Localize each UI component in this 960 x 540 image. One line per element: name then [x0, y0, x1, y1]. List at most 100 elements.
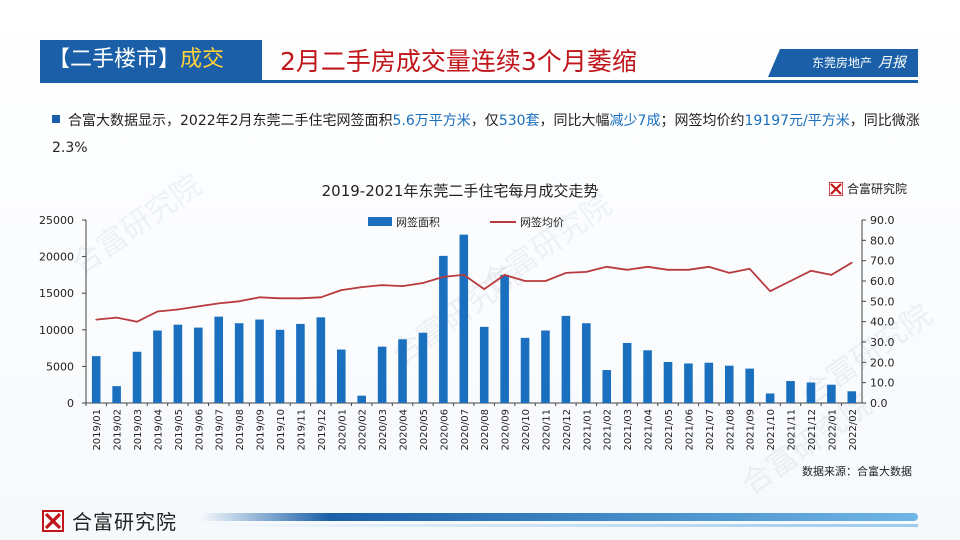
- price-point-2019-08: [238, 300, 240, 303]
- bar-2021-10: [765, 393, 775, 403]
- footer-decoration: [200, 513, 918, 521]
- bar-2021-09: [745, 368, 754, 403]
- price-point-2019-06: [197, 305, 200, 308]
- price-point-2020-04: [401, 285, 404, 287]
- chart-title: 2019-2021年东莞二手住宅每月成交走势: [322, 182, 599, 200]
- x-tick-label: 2020/01: [337, 409, 348, 451]
- price-point-2021-01: [585, 271, 588, 273]
- y-right-tick-label: 60.0: [870, 275, 895, 288]
- hefu-logo-icon: [42, 509, 64, 532]
- hefu-logo-icon: [829, 181, 843, 196]
- summary-value-units: 530套: [498, 113, 540, 129]
- x-tick-label: 2019/02: [113, 409, 124, 451]
- x-tick-label: 2021/10: [766, 409, 777, 451]
- y-right-tick-label: 10.0: [870, 377, 895, 390]
- chart-logo-text: 合富研究院: [847, 182, 908, 196]
- bar-2019-01: [91, 356, 101, 403]
- section-tag-label: 【二手楼市】: [48, 47, 181, 72]
- price-point-2020-12: [565, 272, 567, 274]
- bar-2019-10: [275, 329, 285, 403]
- bar-2020-07: [459, 234, 469, 403]
- x-tick-label: 2021/12: [807, 409, 818, 451]
- x-tick-label: 2021/08: [725, 409, 736, 451]
- price-point-2020-09: [503, 274, 506, 276]
- price-point-2019-05: [177, 308, 179, 311]
- bar-2020-11: [541, 330, 550, 403]
- price-point-2020-07: [462, 274, 465, 276]
- bar-2021-02: [602, 370, 612, 403]
- price-point-2020-06: [442, 276, 445, 278]
- price-point-2022-01: [830, 274, 833, 276]
- price-point-2019-12: [320, 296, 322, 299]
- legend-bar-label: 网签面积: [396, 215, 440, 229]
- bar-2022-02: [847, 391, 857, 403]
- summary-text-3: ，同比大幅: [539, 113, 610, 129]
- bar-2019-04: [153, 330, 162, 403]
- x-tick-label: 2021/03: [623, 409, 634, 451]
- footer-logo: 合富研究院: [42, 506, 177, 535]
- price-point-2021-05: [667, 269, 669, 271]
- price-point-2020-11: [544, 280, 547, 282]
- x-tick-label: 2019/04: [153, 409, 164, 451]
- summary-value-decline: 减少7成: [609, 113, 661, 129]
- x-tick-label: 2020/07: [460, 409, 471, 451]
- y-right-tick-label: 80.0: [870, 234, 895, 247]
- bar-2019-06: [194, 327, 203, 403]
- y-right-tick-label: 20.0: [870, 356, 895, 369]
- bar-2020-09: [500, 274, 509, 403]
- y-right-tick-label: 90.0: [870, 214, 895, 227]
- x-tick-label: 2022/02: [848, 409, 859, 451]
- summary-value-price: 19197元/平方米: [744, 113, 850, 129]
- x-tick-label: 2020/06: [439, 409, 450, 451]
- price-point-2020-02: [360, 286, 363, 288]
- x-tick-label: 2020/04: [399, 409, 410, 451]
- x-tick-label: 2021/04: [644, 409, 655, 451]
- x-tick-label: 2019/03: [133, 409, 144, 451]
- price-point-2019-07: [217, 302, 220, 305]
- summary-value-area: 5.6万平方米: [392, 113, 471, 129]
- bar-2020-02: [357, 395, 366, 403]
- bar-2019-09: [255, 319, 264, 403]
- price-line: [96, 261, 853, 323]
- price-point-2021-08: [728, 272, 731, 274]
- x-tick-label: 2019/07: [215, 409, 226, 451]
- data-source-note: 数据来源：合富大数据: [802, 464, 912, 478]
- bar-2021-08: [724, 365, 734, 403]
- footer-org-name: 合富研究院: [72, 510, 177, 534]
- bar-2021-03: [622, 342, 632, 403]
- y-left-tick-label: 5000: [46, 360, 74, 373]
- price-point-2021-12: [810, 270, 812, 272]
- bullet-square-icon: [52, 115, 60, 123]
- brand-script: 月报: [878, 55, 906, 71]
- legend-line-label: 网签均价: [520, 215, 564, 229]
- bar-2020-06: [439, 255, 448, 403]
- bar-2020-08: [479, 326, 489, 403]
- price-point-2019-10: [279, 297, 281, 300]
- x-tick-label: 2020/05: [419, 409, 430, 451]
- bar-2022-01: [827, 384, 836, 403]
- price-point-2019-11: [299, 297, 302, 300]
- y-right-tick-label: 0.0: [870, 397, 888, 410]
- bar-2019-12: [316, 317, 326, 403]
- y-right-tick-label: 50.0: [870, 295, 895, 308]
- bar-2020-01: [336, 349, 346, 403]
- slide-header: 【二手楼市】成交 2月二手房成交量连续3个月萎缩 东莞房地产 月报: [40, 40, 918, 83]
- x-tick-label: 2020/12: [562, 409, 573, 451]
- price-point-2021-09: [748, 268, 751, 270]
- x-tick-label: 2021/05: [664, 409, 675, 451]
- y-left-tick-label: 25000: [39, 214, 74, 227]
- y-right-tick-label: 40.0: [870, 316, 895, 329]
- bar-2019-05: [173, 324, 183, 403]
- bar-2021-12: [806, 382, 816, 403]
- bar-2019-02: [112, 386, 121, 403]
- price-point-2021-06: [687, 269, 690, 271]
- legend-bar-swatch: [368, 217, 392, 226]
- x-tick-label: 2019/01: [92, 409, 103, 451]
- bar-2020-10: [520, 337, 530, 403]
- brand-badge: 东莞房地产 月报: [768, 49, 918, 77]
- bar-2020-12: [561, 315, 571, 403]
- x-tick-label: 2019/09: [256, 409, 267, 451]
- bar-2020-03: [377, 346, 387, 403]
- price-point-2019-09: [258, 296, 261, 299]
